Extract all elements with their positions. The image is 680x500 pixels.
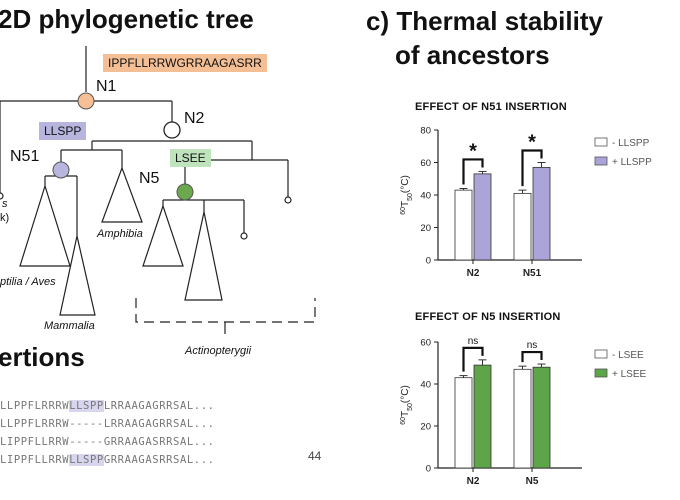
phylogenetic-tree: [0, 46, 316, 334]
node-n5-label: N5: [139, 170, 160, 187]
y-tick-label: 20: [420, 422, 431, 433]
taxon-mammalia: Mammalia: [44, 320, 95, 332]
legend-label: - LSEE: [612, 350, 644, 361]
significance-bracket: [521, 350, 543, 363]
chart1-title: EFFECT OF N51 INSERTION: [415, 101, 567, 113]
node-n1: [77, 92, 95, 110]
x-tick-label: N2: [467, 268, 480, 279]
sequence-alignment: LLPPFLRRRWLLSPPLRRAAGAGRRSAL... LLPPFLRR…: [0, 400, 215, 472]
y-tick-label: 40: [420, 380, 431, 391]
llspp-tag: LLSPP: [39, 122, 87, 140]
taxon-cut-left-2: k): [0, 212, 10, 224]
significance-label: *: [528, 132, 536, 154]
bar: [473, 173, 492, 261]
node-n51: [52, 161, 70, 179]
legend-label: + LLSPP: [612, 157, 652, 168]
y-tick-label: 0: [426, 464, 431, 475]
chart-n5-insertion: 0 20 40 60 60T50(°C) N2 ns N5 ns - LSEE + LSEE: [400, 336, 647, 487]
node-n5: [176, 183, 194, 201]
significance-bracket: [462, 346, 484, 372]
chart2-title: EFFECT OF N5 INSERTION: [415, 311, 561, 323]
sequence-row: LLPPFLRRRW-----LRRAAGAGRRSAL...: [0, 418, 215, 430]
chart-n51-insertion: 0 20 40 60 80 60T50(°C) N2 * N51 * - LLSPP + LLSPP: [400, 126, 653, 280]
y-tick-label: 60: [420, 158, 431, 169]
y-tick-label: 60: [420, 338, 431, 349]
node-n2: [163, 121, 181, 139]
bar: [454, 377, 473, 469]
bar: [532, 366, 551, 469]
thermal-panel-title-line1: c) Thermal stability: [366, 6, 603, 36]
significance-bracket: [521, 149, 543, 187]
legend-swatch: [594, 368, 608, 378]
taxon-cut-left: s: [2, 198, 8, 210]
page-number: 44: [308, 449, 322, 463]
sequence-row: LIPPFLLRRW-----GRRAAGASRRSAL...: [0, 436, 215, 448]
node-n51-label: N51: [10, 148, 40, 165]
y-tick-label: 40: [420, 191, 431, 202]
node-n1-label: N1: [96, 78, 117, 95]
legend-label: - LLSPP: [612, 138, 650, 149]
taxon-actinopterygii: Actinopterygii: [185, 345, 252, 357]
sequence-row: LIPPFLLRRWLLSPPGRRAAGASRRSAL...: [0, 454, 215, 466]
significance-label: ns: [468, 336, 479, 347]
node-n2-label: N2: [184, 110, 205, 127]
bar: [513, 192, 532, 261]
bar: [513, 368, 532, 469]
insertions-title: ertions: [0, 342, 85, 372]
significance-bracket: [462, 158, 484, 185]
legend-swatch: [594, 137, 608, 147]
bar: [454, 189, 473, 261]
y-axis-label: 60T50(°C): [400, 385, 414, 425]
taxon-amphibia: Amphibia: [97, 228, 143, 240]
y-axis-label: 60T50(°C): [400, 175, 414, 215]
x-tick-label: N51: [523, 268, 542, 279]
thermal-panel-title-line2: of ancestors: [395, 40, 550, 70]
sequence-row: LLPPFLRRRWLLSPPLRRAAGAGRRSAL...: [0, 400, 215, 412]
tree-panel-title: 2D phylogenetic tree: [0, 4, 254, 34]
significance-label: ns: [527, 340, 538, 351]
x-tick-label: N2: [467, 476, 480, 487]
legend-label: + LSEE: [612, 369, 647, 380]
legend-swatch: [594, 349, 608, 359]
y-tick-label: 0: [426, 256, 431, 267]
taxon-reptilia: ptilia / Aves: [0, 276, 56, 288]
y-tick-label: 80: [420, 126, 431, 137]
bar: [473, 364, 492, 469]
legend-swatch: [594, 156, 608, 166]
significance-label: *: [469, 140, 477, 162]
main-insertion-tag: IPPFLLRRWGRRAAGASRR: [103, 54, 267, 72]
lsee-tag: LSEE: [170, 149, 211, 167]
x-tick-label: N5: [526, 476, 539, 487]
bar: [532, 166, 551, 261]
y-tick-label: 20: [420, 223, 431, 234]
